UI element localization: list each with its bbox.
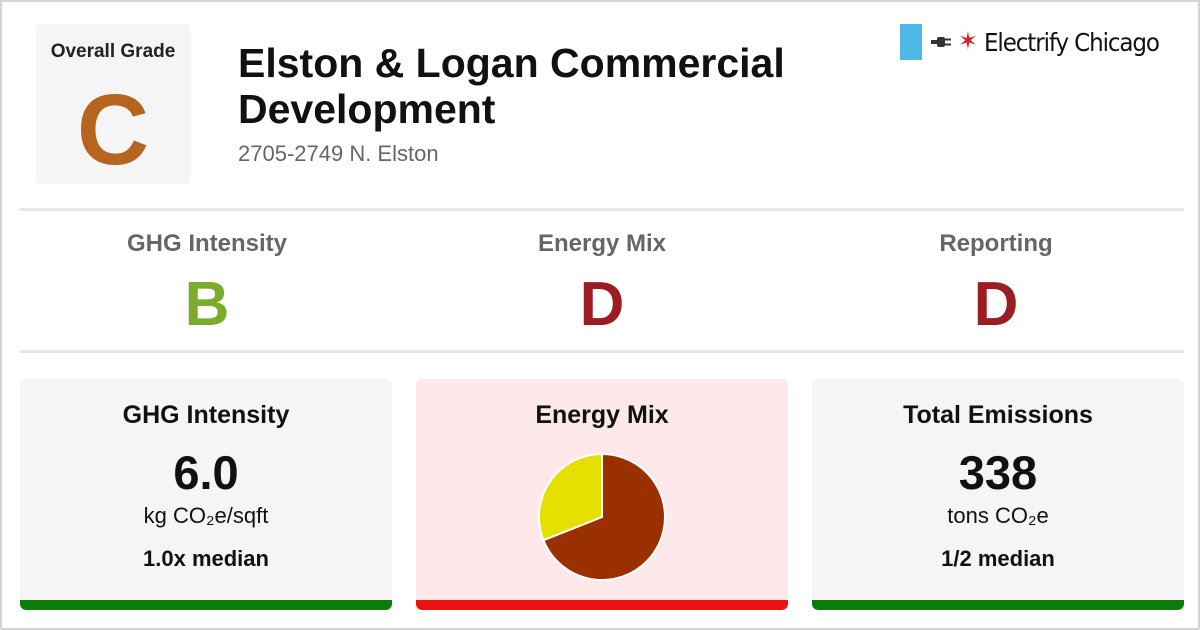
- overall-grade-label: Overall Grade: [50, 41, 176, 62]
- ghg-intensity-median: 1.0x median: [143, 546, 269, 571]
- card-title: Total Emissions: [903, 401, 1093, 429]
- brand-name: Electrify Chicago: [983, 27, 1160, 57]
- overall-grade-letter: C: [76, 74, 150, 186]
- energy-mix-card: Energy Mix: [416, 379, 788, 610]
- ghg-intensity-unit: kg CO₂e/sqft: [143, 503, 269, 528]
- total-emissions-unit: tons CO₂e: [947, 503, 1049, 528]
- plug-icon: [930, 37, 951, 47]
- grade-ghg-intensity: GHG Intensity B: [10, 230, 404, 336]
- flag-stripe-icon: [899, 24, 922, 60]
- grade-label: GHG Intensity: [126, 230, 288, 257]
- building-title: Elston & Logan Commercial Development: [238, 40, 785, 132]
- grade-label: Reporting: [939, 230, 1053, 257]
- pie-slice: [538, 452, 603, 542]
- overall-grade-box: Overall Grade C: [36, 24, 190, 184]
- grade-letter: D: [973, 270, 1019, 339]
- total-emissions-card: Total Emissions 338 tons CO₂e 1/2 median: [812, 379, 1184, 610]
- chicago-star-icon: ✶: [957, 28, 978, 55]
- total-emissions-median: 1/2 median: [941, 546, 1055, 571]
- ghg-intensity-value: 6.0: [173, 446, 239, 499]
- energy-mix-pie-chart: [538, 452, 666, 581]
- grade-reporting: Reporting D: [799, 230, 1193, 336]
- divider: [20, 208, 1184, 211]
- status-bar: [20, 600, 392, 610]
- status-bar: [416, 600, 788, 610]
- status-bar: [812, 600, 1184, 610]
- total-emissions-value: 338: [958, 446, 1038, 499]
- pie-slice: [542, 452, 666, 581]
- divider: [20, 350, 1184, 353]
- brand-logo[interactable]: ✶ Electrify Chicago: [899, 24, 1174, 60]
- grade-label: Energy Mix: [537, 230, 667, 257]
- card-title: GHG Intensity: [122, 401, 290, 429]
- grade-energy-mix: Energy Mix D: [405, 230, 799, 336]
- grade-letter: B: [184, 270, 230, 339]
- grade-letter: D: [579, 270, 625, 339]
- card-title: Energy Mix: [535, 401, 669, 429]
- building-address: 2705-2749 N. Elston: [238, 141, 439, 166]
- ghg-intensity-card: GHG Intensity 6.0 kg CO₂e/sqft 1.0x medi…: [20, 379, 392, 610]
